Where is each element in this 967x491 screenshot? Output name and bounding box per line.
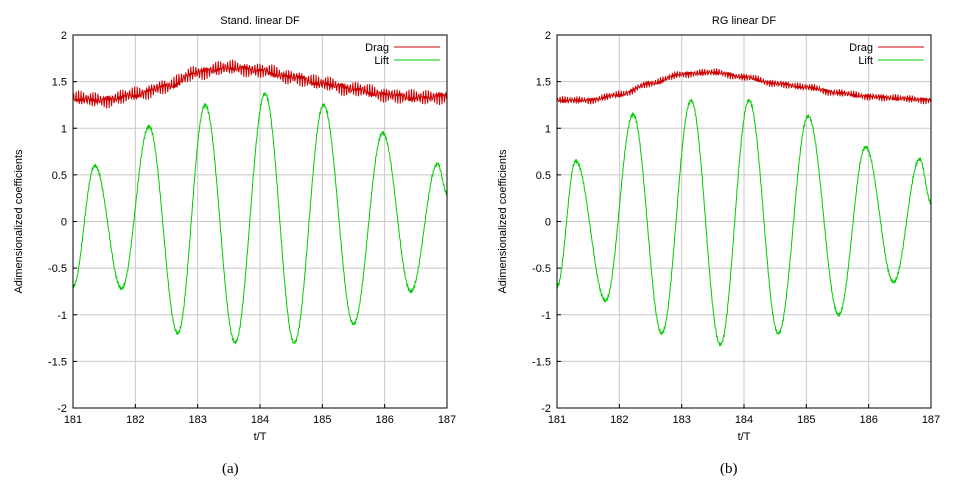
x-tick-label: 187	[922, 414, 940, 426]
y-tick-label: 1.5	[52, 77, 67, 89]
legend-label-drag: Drag	[849, 42, 873, 54]
legend-label-lift: Lift	[374, 55, 389, 67]
x-tick-label: 183	[188, 414, 206, 426]
y-tick-label: -1	[57, 310, 67, 322]
series-line-drag	[72, 59, 448, 109]
y-tick-label: -0.5	[532, 263, 551, 275]
x-tick-label: 181	[548, 414, 566, 426]
chart-stand-linear-df: Stand. linear DF 181 182 183 184 185 186 187 -2 -…	[13, 15, 456, 443]
series-line-lift	[556, 98, 932, 347]
y-tick-label: -1.5	[532, 356, 551, 368]
plot-frame	[556, 34, 932, 409]
y-tick-label: -2	[57, 403, 67, 415]
x-tick-label: 184	[251, 414, 269, 426]
series-line-lift	[72, 92, 448, 345]
y-axis-label: Adimensionalized coefficients	[497, 149, 509, 294]
x-tick-label: 186	[375, 414, 393, 426]
x-tick-label: 185	[313, 414, 331, 426]
x-tick-label: 182	[610, 414, 628, 426]
y-tick-label: 0.5	[52, 170, 67, 182]
x-axis-label: t/T	[254, 431, 267, 443]
y-tick-label: -1.5	[48, 356, 67, 368]
x-tick-label: 185	[797, 414, 815, 426]
chart-rg-linear-df: RG linear DF 181 182 183 184 185 186 187 -2 -1.5 -…	[497, 15, 940, 443]
series-line-drag	[556, 68, 932, 105]
caption-a: (a)	[222, 461, 239, 477]
y-tick-label: 1.5	[536, 77, 551, 89]
y-axis-label: Adimensionalized coefficients	[13, 149, 25, 294]
y-tick-label: 2	[545, 30, 551, 42]
y-tick-label: 0	[545, 217, 551, 229]
legend-label-drag: Drag	[365, 42, 389, 54]
y-tick-label: -2	[541, 403, 551, 415]
y-tick-label: 1	[545, 123, 551, 135]
x-axis-label: t/T	[738, 431, 751, 443]
plot-frame	[72, 34, 448, 409]
chart-title: Stand. linear DF	[220, 15, 300, 27]
caption-b: (b)	[720, 461, 738, 477]
y-tick-label: 0	[61, 217, 67, 229]
chart-title: RG linear DF	[712, 15, 776, 27]
x-tick-label: 183	[672, 414, 690, 426]
x-tick-label: 184	[735, 414, 753, 426]
x-tick-label: 187	[438, 414, 456, 426]
legend-label-lift: Lift	[858, 55, 873, 67]
y-tick-label: -1	[541, 310, 551, 322]
y-tick-label: 0.5	[536, 170, 551, 182]
x-tick-label: 186	[859, 414, 877, 426]
y-tick-label: 1	[61, 123, 67, 135]
x-tick-label: 182	[126, 414, 144, 426]
y-tick-label: 2	[61, 30, 67, 42]
y-tick-label: -0.5	[48, 263, 67, 275]
x-tick-label: 181	[64, 414, 82, 426]
